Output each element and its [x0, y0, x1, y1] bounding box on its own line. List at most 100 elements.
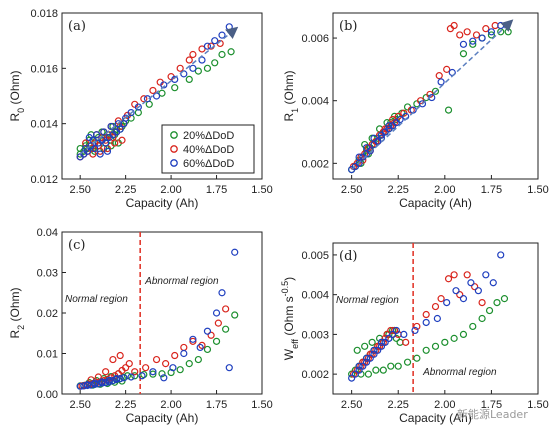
data-point — [194, 355, 202, 364]
data-point — [437, 295, 445, 303]
data-point — [160, 374, 168, 382]
data-point — [203, 42, 212, 50]
data-point — [149, 368, 157, 376]
data-point — [118, 136, 126, 144]
legend-label: 40%ΔDoD — [183, 144, 234, 156]
data-point — [422, 318, 430, 327]
data-point — [459, 295, 468, 303]
data-point — [122, 114, 130, 122]
y-tick-label-a: 0.018 — [30, 8, 58, 20]
data-point — [377, 338, 386, 346]
data-point — [169, 364, 177, 372]
x-tick-label-d: 2.25 — [388, 399, 409, 411]
data-point — [196, 343, 204, 352]
y-tick-label-b: 0.002 — [301, 158, 329, 170]
normal-region-label-c: Normal region — [65, 294, 128, 305]
data-point — [91, 144, 99, 153]
data-point — [456, 31, 464, 39]
data-point — [171, 351, 179, 360]
data-point — [127, 108, 135, 117]
data-point — [227, 48, 235, 56]
data-point — [368, 338, 376, 346]
panel-d: 2.50 2.25 2.00 1.75 1.50 0.002 0.003 0.004 0.005… — [280, 242, 549, 425]
y-axis-label-b: R1 (Ohm) — [282, 70, 300, 121]
data-point — [149, 86, 157, 95]
data-point — [413, 354, 421, 362]
data-point — [185, 360, 193, 368]
data-point — [366, 350, 374, 358]
data-point — [94, 380, 102, 388]
y-tick-label-d: 0.005 — [301, 250, 329, 262]
x-tick-label-b: 2.00 — [434, 184, 455, 196]
x-tick-label-b: 2.25 — [388, 184, 409, 196]
data-point — [381, 334, 389, 342]
data-point — [158, 89, 166, 97]
y-tick-label-d: 0.004 — [301, 290, 329, 302]
data-point — [431, 342, 440, 350]
data-point — [478, 314, 486, 323]
data-point — [83, 381, 92, 389]
data-point — [131, 368, 139, 376]
data-point — [102, 368, 110, 376]
data-point — [497, 251, 505, 259]
data-point — [474, 287, 482, 295]
watermark-text: 新能源Leader — [457, 407, 528, 421]
x-axis-label-d: Capacity (Ah) — [399, 411, 472, 425]
legend-label: 60%ΔDoD — [183, 158, 234, 170]
legend-marker — [170, 131, 178, 139]
x-tick-label-c: 1.75 — [206, 399, 227, 411]
panel-label-d: (d) — [339, 249, 357, 264]
data-point — [203, 64, 212, 72]
data-point — [392, 334, 400, 342]
data-point — [418, 100, 427, 108]
data-point — [127, 373, 135, 381]
data-point — [392, 326, 400, 335]
data-point — [222, 305, 230, 313]
y-axis-label-d: Weff (Ohm s-0.5) — [280, 277, 300, 360]
data-point — [444, 275, 453, 283]
data-point — [370, 346, 378, 354]
data-point — [198, 341, 206, 349]
data-point — [441, 338, 449, 346]
data-point — [485, 306, 494, 315]
data-point — [123, 372, 132, 380]
data-point — [355, 366, 363, 374]
data-point — [116, 375, 124, 383]
y-tick-label-b: 0.004 — [301, 96, 329, 108]
data-point — [482, 271, 490, 279]
data-point — [469, 37, 477, 45]
data-point — [189, 337, 197, 345]
data-point — [212, 309, 221, 317]
data-point — [176, 64, 184, 72]
data-point — [381, 338, 389, 346]
data-point — [111, 139, 119, 147]
panel-b: 2.50 2.25 2.00 1.75 1.50 0.002 0.004 0.006 Capac… — [282, 12, 549, 210]
data-point — [459, 50, 468, 58]
data-point — [422, 346, 430, 354]
data-point — [125, 360, 133, 368]
data-point — [102, 139, 110, 147]
data-point — [211, 37, 219, 45]
data-point — [76, 382, 84, 390]
data-point — [394, 362, 402, 370]
data-point — [422, 310, 430, 319]
data-point — [431, 302, 440, 311]
data-point — [450, 271, 458, 279]
series-d-blue — [348, 251, 505, 382]
data-point — [489, 279, 497, 287]
series-d-green — [348, 295, 509, 378]
data-point — [472, 31, 481, 39]
data-point — [500, 295, 509, 303]
data-point — [92, 131, 101, 139]
data-point — [362, 144, 371, 152]
plot-frame-a — [61, 12, 263, 180]
x-tick-label-b: 1.50 — [527, 184, 548, 196]
series-c-blue — [76, 248, 239, 390]
data-point — [482, 25, 490, 33]
data-point — [402, 338, 410, 346]
data-point — [140, 95, 148, 103]
y-axis-label-a: R0 (Ohm) — [8, 70, 26, 121]
data-point — [194, 67, 202, 75]
normal-region-label-d: Normal region — [336, 295, 399, 306]
y-tick-label-b: 0.006 — [301, 33, 329, 45]
